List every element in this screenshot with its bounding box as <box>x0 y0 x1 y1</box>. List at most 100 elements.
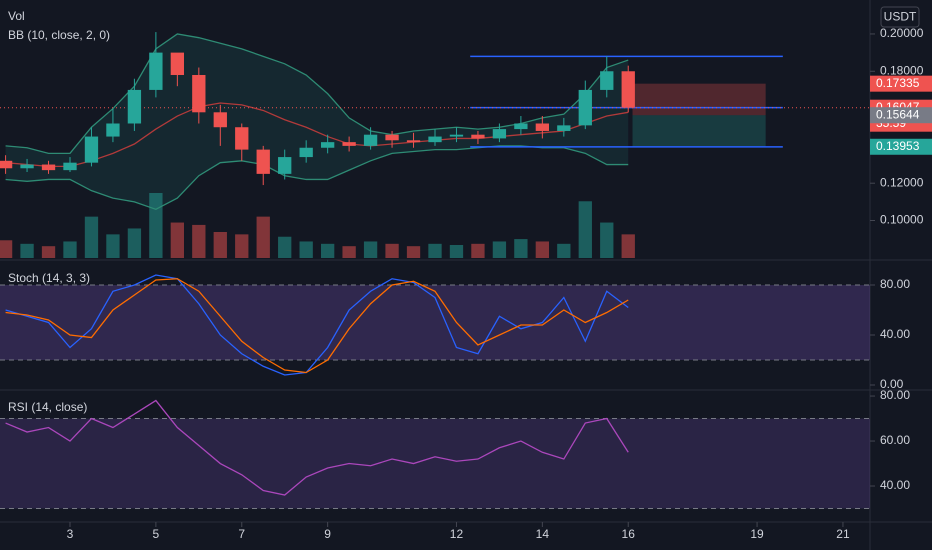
candle-body <box>127 89 142 124</box>
stop-zone <box>632 83 766 116</box>
stoch-d <box>5 278 629 374</box>
volume-bar <box>127 228 142 258</box>
candle-body <box>449 134 464 137</box>
target-zone <box>632 115 766 147</box>
y-tick-label: 80.00 <box>880 388 910 402</box>
candle-body <box>63 162 77 171</box>
candle-body <box>170 52 185 75</box>
volume-label: Vol <box>8 9 25 23</box>
volume-bar <box>557 243 571 258</box>
volume-bar <box>621 234 635 258</box>
candle-body <box>514 123 528 130</box>
bb-middle <box>5 102 629 168</box>
volume-bar <box>20 243 34 258</box>
volume-bar <box>149 193 163 258</box>
price-tag-label: 0.15644 <box>876 107 920 121</box>
candle-body <box>299 147 313 158</box>
volume-bar <box>363 241 378 258</box>
candle-body <box>471 134 485 139</box>
candle-body <box>213 112 227 128</box>
plot: 0.20000 0.18000 0.12000 0.10000 80.00 40.00 0.… <box>0 26 924 510</box>
band-fill <box>0 285 870 360</box>
volume-bar <box>492 241 507 258</box>
bb-upper <box>5 33 629 154</box>
volume-bar <box>428 243 442 258</box>
price-tag-label: 0.17335 <box>876 76 920 90</box>
rsi-line <box>5 399 629 496</box>
volume-bar <box>63 241 77 258</box>
x-tick-label: 9 <box>324 527 331 541</box>
volume-bar <box>213 232 227 258</box>
x-tick-label: 19 <box>750 527 764 541</box>
x-tick-label: 16 <box>622 527 636 541</box>
volume-bar <box>578 201 592 258</box>
candle-body <box>149 52 163 90</box>
currency[interactable]: USDT <box>884 10 917 24</box>
candle-body <box>557 125 571 131</box>
candle-body <box>20 164 34 169</box>
currency-box[interactable] <box>880 6 920 28</box>
volume-bar <box>41 246 56 258</box>
volume-bar <box>385 243 399 258</box>
stoch-title: Stoch (14, 3, 3) <box>8 271 90 285</box>
y-tick-label: 0.20000 <box>880 26 924 40</box>
candle-body <box>41 164 56 171</box>
candle-body <box>600 71 614 90</box>
volume-bar <box>406 246 421 258</box>
candle-body <box>621 71 635 108</box>
candle-body <box>235 127 249 150</box>
candle-body <box>278 157 292 174</box>
y-tick-label: 0.18000 <box>880 63 924 77</box>
volume-bar <box>342 246 356 258</box>
candle-body <box>428 136 442 143</box>
x-tick-label: 3 <box>67 527 74 541</box>
candle-body <box>106 123 120 137</box>
candle-body <box>363 134 378 146</box>
volume-bar <box>299 241 313 258</box>
band-fill <box>0 418 870 509</box>
rsi-title: RSI (14, close) <box>8 400 87 414</box>
volume-bar <box>471 243 485 258</box>
candle-body <box>385 134 399 141</box>
candle-body <box>406 140 421 143</box>
price-tag-label: 0.13953 <box>876 139 920 153</box>
bb-label: BB (10, close, 2, 0) <box>8 28 110 42</box>
volume-bar <box>84 216 99 258</box>
y-tick-label: 80.00 <box>880 277 910 291</box>
candle-body <box>0 160 13 169</box>
candle-body <box>192 74 206 113</box>
volume-bar <box>535 241 550 258</box>
y-tick-label: 0.12000 <box>880 175 924 189</box>
candle-body <box>535 123 550 131</box>
price-tag <box>870 75 932 92</box>
x-tick-label: 21 <box>836 527 850 541</box>
volume-bar <box>320 243 335 258</box>
candle-body <box>492 129 507 139</box>
y-tick-label: 0.00 <box>880 377 904 391</box>
volume-bar <box>235 234 249 258</box>
x-tick-label: 14 <box>536 527 550 541</box>
y-tick-label: 0.10000 <box>880 213 924 227</box>
volume-bar <box>0 240 13 258</box>
volume-bar <box>192 224 206 258</box>
candle-body <box>578 89 592 126</box>
candle-body <box>342 142 356 146</box>
stoch-k <box>5 274 629 376</box>
y-tick-label: 40.00 <box>880 327 910 341</box>
y-tick-label: 60.00 <box>880 433 910 447</box>
price-tag <box>870 138 932 155</box>
volume-bar <box>256 216 270 258</box>
candle-body <box>320 142 335 148</box>
y-tick-label: 40.00 <box>880 478 910 492</box>
candle-body <box>84 136 99 163</box>
volume-bar <box>449 245 464 258</box>
x-tick-label: 7 <box>238 527 245 541</box>
price-tag <box>870 107 932 124</box>
volume-bar <box>106 234 120 258</box>
volume-bar <box>278 236 292 258</box>
volume-bar <box>514 239 528 258</box>
volume-bar <box>170 222 185 258</box>
x-tick-label: 5 <box>153 527 160 541</box>
